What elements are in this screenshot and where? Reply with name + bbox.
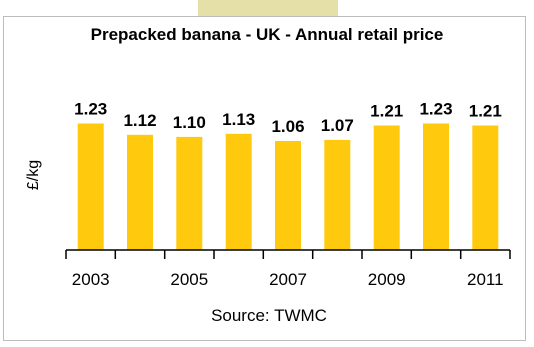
bar-2005 <box>176 136 203 250</box>
data-label-2011: 1.21 <box>469 102 502 121</box>
data-label-2009: 1.21 <box>370 102 403 121</box>
bar-2004 <box>127 134 153 250</box>
data-label-2008: 1.07 <box>321 116 354 135</box>
data-label-2010: 1.23 <box>419 100 452 119</box>
bar-2010 <box>423 123 449 250</box>
data-label-2006: 1.13 <box>222 110 255 129</box>
data-label-2004: 1.12 <box>123 111 156 130</box>
data-labels-group: 1.23 1.12 1.10 1.13 1.06 1.07 1.21 1.23 1.21 <box>74 100 502 137</box>
x-tick-labels-group: 2003 2005 2007 2009 2011 <box>72 270 504 289</box>
data-label-2003: 1.23 <box>74 100 107 119</box>
source-label: Source: TWMC <box>211 306 327 325</box>
data-label-2005: 1.10 <box>173 113 206 132</box>
bar-2006 <box>225 133 252 250</box>
data-label-2007: 1.06 <box>271 117 304 136</box>
bars-group <box>77 123 499 250</box>
bar-2008 <box>324 139 351 250</box>
x-tick-label-2005: 2005 <box>170 270 208 289</box>
x-tick-label-2009: 2009 <box>368 270 406 289</box>
y-axis-label: £/kg <box>25 160 42 190</box>
bar-2011 <box>472 125 499 250</box>
bar-2009 <box>373 125 400 250</box>
x-tick-label-2003: 2003 <box>72 270 110 289</box>
x-tick-label-2007: 2007 <box>269 270 307 289</box>
top-strip <box>198 0 338 16</box>
x-tick-label-2011: 2011 <box>467 270 504 289</box>
bar-2003 <box>77 123 104 250</box>
bar-2007 <box>275 141 301 250</box>
x-ticks-group <box>65 250 511 259</box>
chart-title: Prepacked banana - UK - Annual retail pr… <box>91 25 444 44</box>
